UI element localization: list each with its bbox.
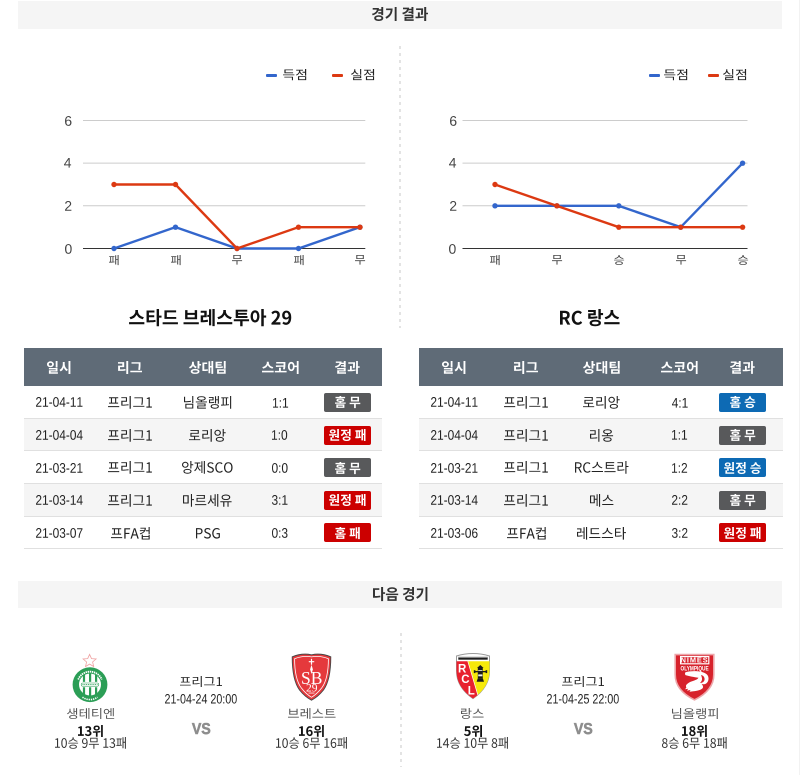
svg-text:SB: SB	[301, 668, 322, 688]
svg-text:L: L	[467, 685, 474, 697]
svg-text:NIMES: NIMES	[681, 655, 709, 664]
svg-text:OLYMPIQUE: OLYMPIQUE	[681, 666, 709, 673]
svg-text:29: 29	[306, 682, 318, 694]
svg-text:C: C	[461, 674, 469, 686]
svg-text:R: R	[458, 664, 467, 676]
